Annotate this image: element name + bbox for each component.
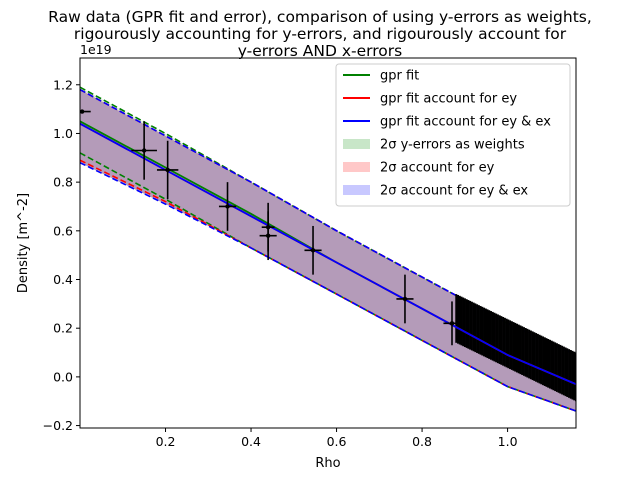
legend-label: 2σ account for ey xyxy=(380,161,495,176)
chart-title: Raw data (GPR fit and error), comparison… xyxy=(48,8,592,60)
data-point-marker xyxy=(141,148,147,153)
y-tick-label: −0.2 xyxy=(43,418,73,433)
data-point xyxy=(156,140,179,200)
chart-title-line-3: y-errors AND x-errors xyxy=(238,42,402,60)
legend-swatch-patch xyxy=(343,185,370,195)
y-tick-label: 0.4 xyxy=(53,272,73,287)
y-tick-label: 1.2 xyxy=(53,77,73,92)
legend: gpr fit gpr fit account for ey gpr fit acc… xyxy=(335,63,571,207)
data-point-marker xyxy=(80,109,85,114)
legend-swatch-patch xyxy=(343,162,370,172)
legend-label: 2σ account for ey & ex xyxy=(380,184,528,199)
data-point-marker xyxy=(165,167,170,173)
y-tick-label: 0.2 xyxy=(53,321,73,336)
y-offset-label: 1e19 xyxy=(80,42,112,57)
data-point-marker xyxy=(449,321,455,326)
legend-box xyxy=(335,63,571,207)
x-tick-label: 0.4 xyxy=(241,434,261,449)
legend-label: gpr fit xyxy=(380,69,419,84)
legend-label: 2σ y-errors as weights xyxy=(380,138,525,153)
plot-area xyxy=(80,86,576,412)
data-point xyxy=(218,182,237,231)
data-point xyxy=(304,225,322,275)
legend-entry: 2σ y-errors as weights xyxy=(343,138,525,153)
data-point xyxy=(259,211,277,261)
plot-frame xyxy=(79,57,577,429)
y-tick-label: 0.0 xyxy=(53,369,73,384)
y-tick-label: 0.8 xyxy=(53,175,73,190)
x-tick-label: 0.2 xyxy=(156,434,176,449)
legend-entry: 2σ account for ey xyxy=(343,161,495,176)
chart-title-line-1: Raw data (GPR fit and error), comparison… xyxy=(48,8,592,26)
x-tick-label: 1.0 xyxy=(498,434,518,449)
y-axis-ticks: −0.2 0.0 0.2 0.4 0.6 0.8 1.0 1.2 xyxy=(43,77,80,433)
legend-label: gpr fit account for ey & ex xyxy=(380,115,551,130)
band-3-lower-bound xyxy=(80,161,576,412)
data-point-marker xyxy=(310,248,316,253)
data-point xyxy=(131,121,157,180)
data-point-marker xyxy=(265,233,271,238)
legend-entry: gpr fit xyxy=(343,69,419,84)
x-axis-label: Rho xyxy=(315,456,340,471)
x-tick-label: 0.6 xyxy=(327,434,347,449)
data-point xyxy=(396,274,414,324)
x-tick-label: 0.8 xyxy=(412,434,432,449)
data-point-marker xyxy=(402,296,408,302)
x-axis-ticks: 0.2 0.4 0.6 0.8 1.0 xyxy=(156,428,518,449)
y-tick-label: 1.0 xyxy=(53,126,73,141)
data-point xyxy=(80,109,91,114)
y-axis-label: Density [m^-2] xyxy=(16,193,31,293)
legend-entry: gpr fit account for ey & ex xyxy=(343,115,551,130)
data-point-marker xyxy=(225,204,230,209)
chart-title-line-2: rigourously accounting for y-errors, and… xyxy=(74,25,567,43)
legend-swatch-patch xyxy=(343,139,370,149)
legend-entry: 2σ account for ey & ex xyxy=(343,184,528,199)
data-point xyxy=(443,301,461,346)
y-tick-label: 0.6 xyxy=(53,223,73,238)
legend-label: gpr fit account for ey xyxy=(380,92,517,107)
legend-entry: gpr fit account for ey xyxy=(343,92,517,107)
